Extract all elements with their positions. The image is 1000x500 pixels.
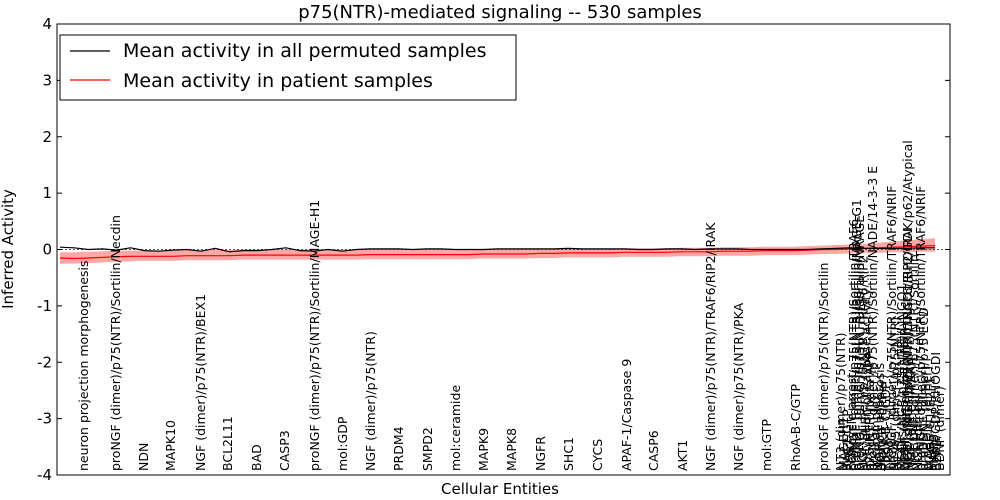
x-tick-label: neuron apoptosis — [872, 363, 887, 471]
axis-tick-layer: 4 3 2 1 0 -1 -2 -3 -4 — [37, 15, 950, 484]
x-tick-label: MAPK8 — [504, 428, 519, 471]
x-tick-label: CASP3 — [277, 430, 292, 471]
x-tick-label: MAGE-G1/E2F1 — [923, 376, 938, 471]
x-tick-label: NGF (dimer)/p75(NTR)/PKA — [731, 302, 746, 471]
x-tick-label: NGF (dimer)/TRKA — [903, 357, 918, 471]
legend-frame — [59, 34, 517, 101]
x-tick-label: activation of caspase activity — [859, 288, 874, 471]
x-tick-label: SMPD2 — [420, 427, 435, 471]
y-axis-label: Inferred Activity — [0, 189, 17, 309]
y-tick-label: 2 — [42, 128, 52, 146]
series-line-patient — [59, 245, 936, 260]
x-tick-label: proNGF (dimer)/p75(NTR)/Sortilin/TRAF6 — [846, 219, 861, 471]
x-tick-label: mol:GTP — [759, 419, 774, 471]
x-tick-label: NDN — [136, 443, 151, 471]
x-tick-label: proNGF (dimer)/p75(NTR)/Sortilin/MAGE-G1 — [849, 199, 864, 471]
x-tick-label: RhoA/GDP/RHOGDI — [928, 352, 943, 471]
x-tick-label: proBDNF (dimer) — [919, 366, 934, 471]
x-tick-label: NT3 (dimer)/p75(NTR) — [833, 332, 848, 471]
x-tick-label: NGF (dimer) — [910, 395, 925, 471]
x-tick-label: proNGF (dimer)/p75(NTR)/Sortilin — [816, 263, 831, 471]
x-tick-label: cell cycle arrest — [844, 373, 859, 471]
x-tick-label: MAGEH1 — [836, 417, 851, 471]
x-tick-label: NGF (dimer)/p75(NTR) — [363, 331, 378, 471]
x-tick-label: RhoA-B-C/GTP — [788, 384, 803, 471]
y-tick-label: -2 — [37, 353, 52, 371]
x-tick-label: CYCS — [590, 439, 605, 471]
x-tick-label: APAF-1/Caspase 9 — [619, 359, 634, 471]
x-tick-label: BEX1 — [891, 438, 906, 471]
x-tick-label: BDNF (dimer)/p75(NTR) — [897, 323, 912, 471]
x-tick-label: CASP6 — [646, 430, 661, 471]
x-tick-label: neuron projection morphogenesis — [76, 260, 91, 471]
x-tick-label: MMP3 — [926, 434, 941, 471]
y-tick-label: 4 — [42, 15, 52, 33]
x-tick-label: mol:GDP — [335, 416, 350, 471]
x-tick-label: proBDNF (dimer)/p75 ECD — [916, 307, 931, 471]
x-tick-label: MGDIs/NGR/p75(NTR)/LINGO1/RHOGDI — [900, 228, 915, 471]
confidence-band-layer — [60, 238, 935, 264]
x-tick-label: proBDNF (dimer)/p75(NTR)/Sortilin — [907, 254, 922, 471]
x-tick-label: RhoA-B-C/GDP — [878, 381, 893, 471]
x-axis-label: Cellular Entities — [441, 480, 559, 498]
x-tick-label: proNGF (dimer)/p75(NTR)/Sortilin/NADE/14… — [865, 166, 880, 471]
x-tick-label: p75(NTR)/beta APP — [862, 351, 877, 471]
x-tick-label: NGF (dimer)/p75(NTR)/TRAF6/RIP2/IRAK/p62… — [900, 140, 915, 471]
y-tick-label: 0 — [42, 241, 52, 259]
chart-title: p75(NTR)-mediated signaling -- 530 sampl… — [298, 2, 702, 23]
series-line-permuted — [59, 246, 935, 253]
x-tick-label: NGF (dimer)/p75(NTR)/TRAF6/RIP2 — [855, 255, 870, 471]
x-tick-label: NGF (dimer)/p75(NTR)/BEX1 — [193, 294, 208, 471]
category-label-layer: neuron projection morphogenesis proNGF (d… — [76, 140, 947, 472]
x-tick-label: BDNF (dimer) — [932, 386, 947, 471]
x-tick-label: TP53 — [881, 440, 896, 472]
x-tick-label: MAPK10 — [163, 420, 178, 471]
x-tick-label: RAC1/GTP — [839, 409, 854, 471]
x-tick-label: IKK complex — [868, 394, 883, 471]
x-tick-label: NT-4/5 (dimer)/p75(NTR) — [887, 317, 902, 471]
x-tick-label: proNGF (dimer)/p75(NTR)/Sortilin/NRAGE — [852, 215, 867, 471]
y-tick-label: -1 — [37, 297, 52, 315]
x-tick-label: proNGF (dimer)/p75(NTR)/Sortilin/Necdin — [108, 215, 123, 471]
x-tick-label: AKT1 — [675, 440, 690, 471]
x-tick-label: BAD — [249, 444, 264, 471]
legend-label-patient: Mean activity in patient samples — [123, 70, 433, 92]
x-tick-label: proNGF (dimer) — [875, 374, 890, 471]
x-tick-label: NGF (dimer)/p75(NTR)/TRAF6/RIP2/IRAK — [703, 222, 718, 471]
x-tick-label: proNGF (dimer)/p75(NTR)/Sortilin/TRAF6/N… — [884, 186, 899, 471]
y-tick-label: 3 — [42, 71, 52, 89]
legend-label-permuted: Mean activity in all permuted samples — [123, 40, 486, 62]
x-tick-label: NGFR — [533, 436, 548, 471]
x-tick-label: PI3K — [843, 443, 858, 471]
legend: Mean activity in all permuted samples Me… — [59, 34, 517, 101]
x-tick-label: SHC1 — [561, 437, 576, 471]
x-tick-label: BCL2L11 — [220, 416, 235, 471]
x-tick-label: MAPK9 — [476, 428, 491, 471]
x-tick-label: E2F1 — [929, 440, 944, 471]
x-tick-label: mol:ceramide — [448, 385, 463, 471]
y-tick-label: 1 — [42, 184, 52, 202]
series-line-layer — [59, 245, 936, 260]
patient-confidence-band — [60, 238, 935, 264]
x-tick-label: proNGF (dimer)/p75(NTR)/Sortilin/TRAF6/N… — [913, 186, 928, 471]
y-tick-label: -3 — [37, 410, 52, 428]
x-tick-label: NGF — [871, 445, 886, 471]
x-tick-label: PRDM4 — [391, 426, 406, 471]
x-tick-label: proNGF (dimer)/p75(NTR)/Sortilin/MAGE-H1 — [307, 200, 322, 471]
y-tick-label: -4 — [37, 466, 52, 484]
x-tick-label: MGDIs/NGR/p75(NTR)/LINGO1 — [894, 284, 909, 471]
